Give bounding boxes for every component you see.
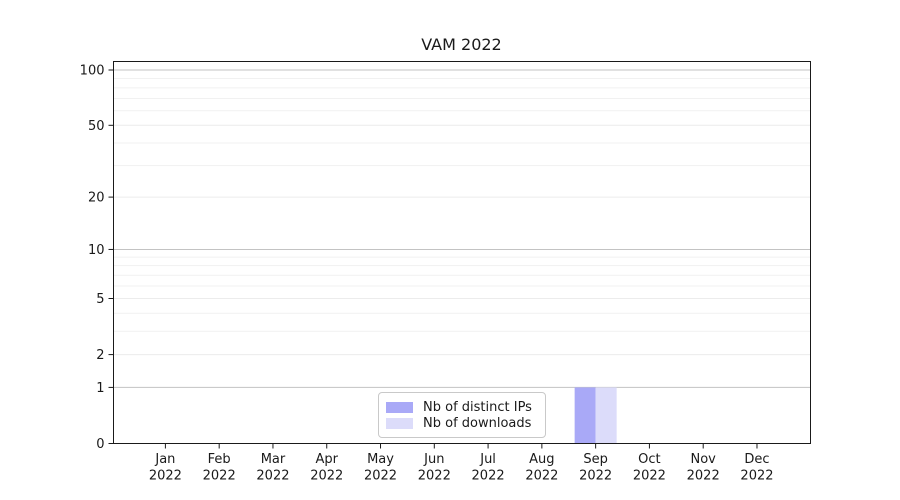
x-tick-label: Jan 2022 bbox=[149, 452, 182, 484]
x-tick-label: Apr 2022 bbox=[310, 452, 343, 484]
legend-label-distinct-ips: Nb of distinct IPs bbox=[423, 399, 532, 415]
legend-swatch-downloads bbox=[386, 417, 413, 429]
y-tick-label: 1 bbox=[96, 381, 104, 396]
y-tick-label: 50 bbox=[88, 119, 105, 134]
legend-item-downloads: Nb of downloads bbox=[386, 415, 537, 431]
plot-frame bbox=[113, 61, 811, 444]
x-tick-label: Nov 2022 bbox=[687, 452, 720, 484]
bar-downloads bbox=[595, 387, 617, 444]
y-tick-label: 10 bbox=[88, 243, 105, 258]
x-tick-label: Jul 2022 bbox=[472, 452, 505, 484]
legend-item-distinct-ips: Nb of distinct IPs bbox=[386, 399, 537, 415]
y-tick-label: 20 bbox=[88, 191, 105, 206]
bar-distinct-ips bbox=[574, 387, 596, 444]
x-tick-label: Aug 2022 bbox=[525, 452, 558, 484]
x-tick-label: Oct 2022 bbox=[633, 452, 666, 484]
x-tick-label: Sep 2022 bbox=[579, 452, 612, 484]
legend-swatch-distinct-ips bbox=[386, 401, 413, 413]
x-tick-label: Jun 2022 bbox=[418, 452, 451, 484]
x-tick-label: May 2022 bbox=[364, 452, 397, 484]
x-tick-label: Feb 2022 bbox=[203, 452, 236, 484]
legend: Nb of distinct IPs Nb of downloads bbox=[378, 392, 546, 438]
x-tick-label: Mar 2022 bbox=[256, 452, 289, 484]
y-tick-label: 5 bbox=[96, 292, 104, 307]
y-tick-label: 100 bbox=[80, 64, 105, 79]
legend-label-downloads: Nb of downloads bbox=[423, 415, 532, 431]
y-tick-label: 2 bbox=[96, 348, 104, 363]
y-tick-label: 0 bbox=[96, 437, 104, 452]
x-tick-label: Dec 2022 bbox=[740, 452, 773, 484]
chart-title: VAM 2022 bbox=[421, 35, 502, 54]
